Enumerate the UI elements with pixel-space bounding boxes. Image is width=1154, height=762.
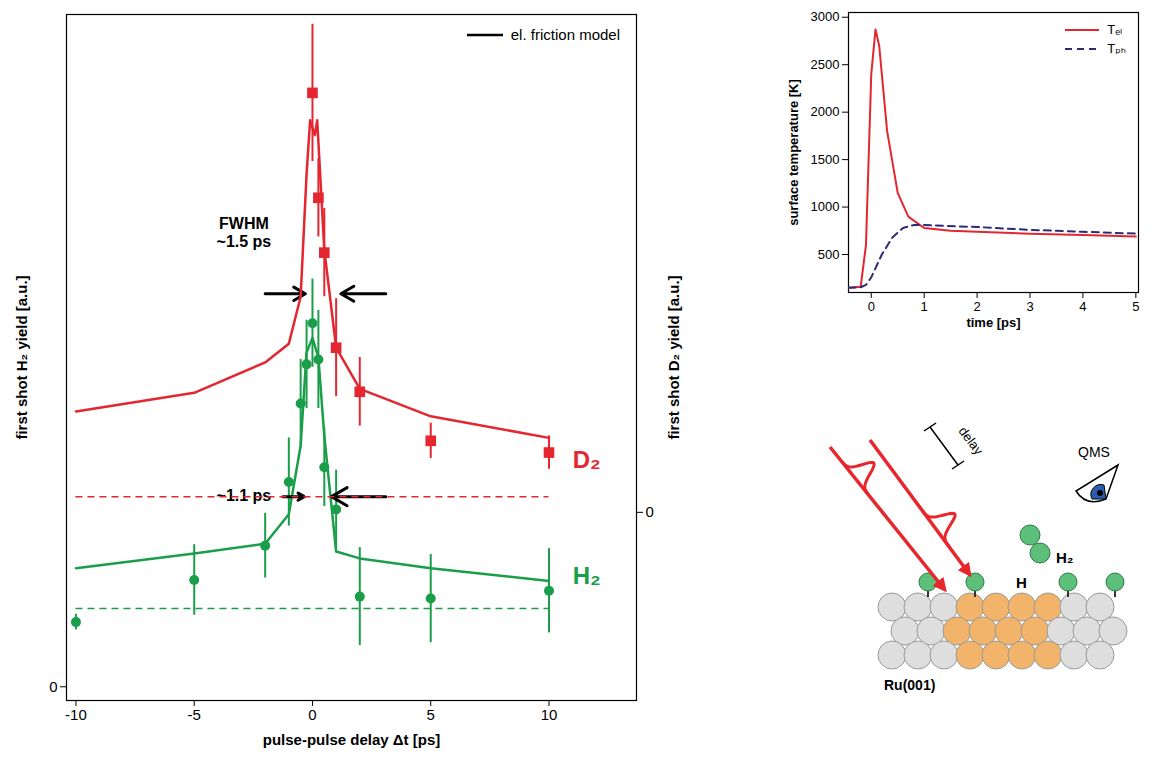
svg-text:surface temperature [K]: surface temperature [K] xyxy=(786,79,801,226)
svg-text:QMS: QMS xyxy=(1078,444,1110,460)
svg-text:2: 2 xyxy=(973,299,980,314)
svg-text:1500: 1500 xyxy=(811,152,840,167)
svg-text:3: 3 xyxy=(1026,299,1033,314)
svg-text:FWHM~1.5 ps: FWHM~1.5 ps xyxy=(217,215,272,250)
svg-text:5: 5 xyxy=(1132,299,1139,314)
html-text:el. friction model: el. friction model xyxy=(510,26,620,43)
svg-text:time [ps]: time [ps] xyxy=(966,315,1020,330)
svg-text:4: 4 xyxy=(1079,299,1086,314)
svg-text:5: 5 xyxy=(427,706,435,723)
svg-text:500: 500 xyxy=(818,247,840,262)
svg-text:0: 0 xyxy=(868,299,875,314)
svg-text:0: 0 xyxy=(308,706,316,723)
svg-text:0: 0 xyxy=(49,678,57,695)
svg-text:2500: 2500 xyxy=(811,57,840,72)
svg-text:1: 1 xyxy=(921,299,928,314)
svg-text:H₂: H₂ xyxy=(1056,549,1074,566)
svg-text:delay: delay xyxy=(956,424,987,458)
svg-text:10: 10 xyxy=(541,706,558,723)
svg-text:pulse-pulse delay Δt [ps]: pulse-pulse delay Δt [ps] xyxy=(263,731,440,748)
svg-text:0: 0 xyxy=(646,503,654,520)
svg-text:3000: 3000 xyxy=(811,9,840,24)
svg-text:1000: 1000 xyxy=(811,199,840,214)
svg-text:first shot D₂ yield [a.u.]: first shot D₂ yield [a.u.] xyxy=(665,275,682,439)
svg-text:-5: -5 xyxy=(188,706,201,723)
svg-text:-10: -10 xyxy=(65,706,87,723)
svg-text:~1.1 ps: ~1.1 ps xyxy=(217,487,272,504)
svg-text:D₂: D₂ xyxy=(573,446,601,473)
html-text:Tₑₗ: Tₑₗ xyxy=(1107,22,1123,37)
svg-text:H₂: H₂ xyxy=(573,562,601,589)
svg-text:H: H xyxy=(1016,574,1027,591)
svg-text:Ru(001): Ru(001) xyxy=(884,677,935,693)
svg-text:first shot H₂ yield [a.u.]: first shot H₂ yield [a.u.] xyxy=(13,275,30,439)
html-text:Tₚₕ: Tₚₕ xyxy=(1107,41,1126,56)
svg-text:2000: 2000 xyxy=(811,104,840,119)
